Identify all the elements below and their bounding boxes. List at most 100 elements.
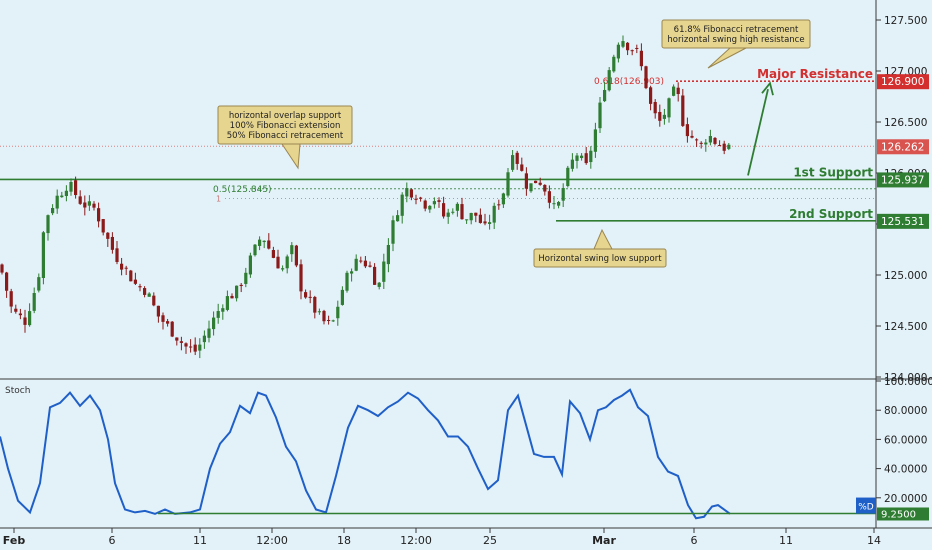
candle-body — [161, 315, 165, 322]
candle-body — [350, 271, 354, 274]
candle-body — [612, 56, 616, 72]
candle-body — [120, 263, 124, 270]
stochastic: %D 9.2500 — [0, 388, 929, 521]
candle-body — [520, 164, 524, 171]
candle-body — [170, 321, 174, 337]
candle-body — [147, 293, 151, 297]
candle-body — [327, 319, 331, 321]
candle-body — [405, 188, 409, 197]
candle-body — [317, 311, 321, 313]
candle-body — [156, 305, 160, 317]
candle-body — [253, 244, 257, 256]
candle-body — [37, 277, 41, 291]
candle-body — [198, 344, 202, 351]
candle-body — [460, 204, 464, 220]
candle-body — [175, 337, 179, 341]
candle-body — [566, 167, 570, 187]
candle-body — [41, 232, 45, 279]
candle-body — [207, 328, 211, 338]
candle-body — [534, 180, 538, 184]
candle-body — [598, 102, 602, 129]
stoch-tick-label: 20.0000 — [884, 493, 927, 505]
stoch-line — [0, 388, 731, 520]
price-label: 125.531 — [881, 216, 924, 228]
candle-body — [708, 136, 712, 143]
candle-body — [580, 155, 584, 159]
price-label-box — [877, 74, 929, 90]
candle-body — [386, 245, 390, 265]
candle-body — [432, 201, 436, 205]
second-support-label: 2nd Support — [789, 207, 873, 221]
price-tick-label: 126.500 — [884, 117, 927, 129]
candle-body — [64, 190, 68, 197]
candle-body — [524, 173, 528, 189]
candle-body — [718, 145, 722, 147]
time-tick-label: 25 — [483, 534, 497, 547]
candle-body — [414, 198, 418, 200]
candle-body — [244, 272, 248, 284]
price-label-box — [877, 213, 929, 229]
candle-body — [78, 196, 82, 204]
callout-text: horizontal overlap support — [229, 111, 342, 121]
candle-body — [83, 202, 87, 208]
candle-body — [345, 272, 349, 291]
candle-body — [676, 87, 680, 95]
candle-body — [658, 111, 662, 121]
candle-body — [570, 159, 574, 169]
candle-body — [87, 201, 91, 206]
callout-box — [533, 248, 667, 268]
candle-body — [235, 285, 239, 299]
candle-body — [501, 193, 505, 205]
candle-body — [497, 204, 501, 206]
candle-body — [106, 232, 110, 239]
pd-label: %D — [858, 503, 874, 513]
candle-body — [451, 211, 455, 213]
price-label: 126.262 — [881, 141, 924, 153]
annotation-callout: Horizontal swing low support — [533, 228, 667, 268]
candle-body — [478, 214, 482, 223]
stoch-tick-label: 80.0000 — [884, 405, 927, 417]
stoch-panel — [0, 380, 876, 528]
price-tick-label: 124.500 — [884, 321, 927, 333]
candle-body — [28, 311, 32, 326]
candle-body — [32, 293, 36, 311]
price-label: 125.937 — [881, 174, 924, 186]
candle-body — [276, 256, 280, 269]
stoch-value-box — [877, 507, 929, 521]
callout-text: 61.8% Fibonacci retracement — [674, 25, 799, 35]
candle-body — [492, 205, 496, 223]
time-tick-label: 11 — [779, 534, 793, 547]
callout-text: 100% Fibonacci extension — [230, 121, 341, 131]
candle-body — [488, 222, 492, 224]
candle-body — [258, 239, 262, 246]
fib-618-label: 0.618(126.903) — [594, 77, 664, 87]
candle-body — [621, 41, 625, 47]
candle-body — [101, 219, 105, 233]
candle-body — [465, 219, 469, 221]
target-arrow — [747, 88, 769, 176]
candle-body — [589, 150, 593, 163]
candle-body — [662, 114, 666, 119]
candle-body — [129, 270, 133, 282]
candle-body — [593, 129, 597, 152]
candle-body — [285, 256, 289, 269]
callout-box — [661, 19, 811, 49]
candle-body — [216, 311, 220, 318]
candle-body — [5, 272, 9, 291]
candle-body — [616, 44, 620, 59]
candle-body — [437, 200, 441, 202]
candle-body — [262, 240, 266, 243]
candle-body — [124, 267, 128, 269]
candle-body — [271, 250, 275, 258]
candle-body — [672, 86, 676, 96]
candle-body — [74, 180, 78, 196]
callout-text: horizontal swing high resistance — [667, 35, 804, 45]
time-tick-label: 12:00 — [256, 534, 288, 547]
candle-body — [110, 236, 114, 250]
candle-body — [193, 344, 197, 352]
candle-body — [561, 188, 565, 201]
candle-body — [442, 203, 446, 217]
candle-body — [0, 264, 4, 273]
